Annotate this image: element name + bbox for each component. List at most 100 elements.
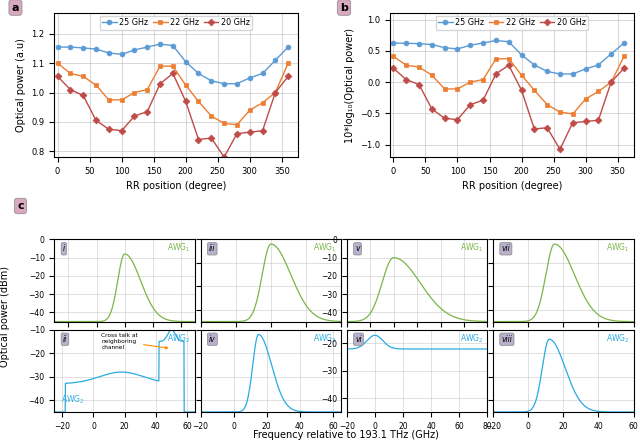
25 GHz — [156, 42, 164, 47]
25 GHz — [92, 47, 100, 52]
22 GHz — [428, 73, 436, 78]
22 GHz — [620, 54, 628, 59]
20 GHz — [454, 117, 461, 122]
25 GHz — [169, 43, 177, 48]
Line: 25 GHz: 25 GHz — [55, 42, 291, 86]
22 GHz — [246, 108, 253, 113]
25 GHz — [233, 81, 241, 86]
20 GHz — [233, 131, 241, 136]
22 GHz — [505, 56, 513, 61]
25 GHz — [595, 62, 602, 67]
25 GHz — [131, 47, 138, 53]
22 GHz — [390, 54, 397, 59]
25 GHz — [105, 50, 113, 55]
25 GHz — [403, 41, 410, 46]
Text: b: b — [340, 3, 348, 12]
Text: AWG$_1$: AWG$_1$ — [605, 242, 629, 254]
25 GHz — [67, 44, 74, 50]
22 GHz — [271, 90, 279, 95]
20 GHz — [246, 129, 253, 135]
20 GHz — [182, 99, 189, 104]
Text: a: a — [12, 3, 19, 12]
25 GHz — [543, 69, 551, 74]
22 GHz — [92, 82, 100, 88]
Legend: 25 GHz, 22 GHz, 20 GHz: 25 GHz, 22 GHz, 20 GHz — [100, 16, 252, 30]
20 GHz — [67, 87, 74, 92]
20 GHz — [620, 66, 628, 71]
22 GHz — [492, 56, 500, 62]
22 GHz — [131, 90, 138, 95]
Y-axis label: Optical power (a.u): Optical power (a.u) — [16, 38, 26, 132]
22 GHz — [54, 61, 61, 66]
25 GHz — [569, 71, 577, 77]
25 GHz — [284, 44, 292, 50]
Text: AWG$_1$: AWG$_1$ — [167, 242, 191, 254]
Text: viii: viii — [502, 335, 513, 344]
20 GHz — [492, 71, 500, 77]
22 GHz — [259, 100, 266, 105]
20 GHz — [403, 77, 410, 82]
20 GHz — [195, 137, 202, 142]
22 GHz — [441, 86, 449, 92]
22 GHz — [415, 64, 423, 70]
25 GHz — [505, 39, 513, 44]
22 GHz — [454, 86, 461, 92]
25 GHz — [259, 71, 266, 76]
25 GHz — [246, 75, 253, 81]
Legend: 25 GHz, 22 GHz, 20 GHz: 25 GHz, 22 GHz, 20 GHz — [436, 16, 588, 30]
22 GHz — [79, 74, 87, 79]
20 GHz — [428, 106, 436, 112]
22 GHz — [467, 79, 474, 85]
22 GHz — [569, 111, 577, 117]
20 GHz — [131, 113, 138, 119]
Text: AWG$_1$: AWG$_1$ — [314, 242, 337, 254]
Text: AWG$_2$: AWG$_2$ — [460, 332, 483, 345]
25 GHz — [428, 42, 436, 47]
22 GHz — [595, 89, 602, 94]
20 GHz — [54, 74, 61, 79]
Text: AWG$_2$: AWG$_2$ — [61, 393, 85, 406]
X-axis label: RR position (degree): RR position (degree) — [461, 181, 562, 191]
20 GHz — [531, 126, 538, 132]
20 GHz — [390, 66, 397, 71]
20 GHz — [479, 97, 487, 103]
Text: c: c — [17, 201, 24, 211]
20 GHz — [415, 82, 423, 87]
Line: 20 GHz: 20 GHz — [55, 71, 291, 159]
20 GHz — [207, 136, 215, 141]
22 GHz — [233, 122, 241, 128]
25 GHz — [492, 38, 500, 43]
Text: AWG$_2$: AWG$_2$ — [167, 332, 191, 345]
22 GHz — [518, 73, 525, 78]
Text: vi: vi — [355, 335, 362, 344]
22 GHz — [479, 77, 487, 82]
22 GHz — [207, 113, 215, 119]
Text: AWG$_2$: AWG$_2$ — [605, 332, 629, 345]
20 GHz — [271, 90, 279, 95]
22 GHz — [169, 63, 177, 69]
20 GHz — [556, 147, 564, 152]
25 GHz — [118, 52, 125, 57]
25 GHz — [220, 81, 228, 86]
25 GHz — [531, 62, 538, 67]
Line: 25 GHz: 25 GHz — [391, 38, 627, 76]
25 GHz — [207, 78, 215, 83]
Text: Optical power (dBm): Optical power (dBm) — [0, 266, 10, 367]
20 GHz — [143, 109, 151, 114]
25 GHz — [79, 45, 87, 51]
20 GHz — [284, 74, 292, 79]
Text: v: v — [355, 245, 360, 253]
25 GHz — [390, 40, 397, 46]
20 GHz — [518, 88, 525, 93]
25 GHz — [441, 45, 449, 51]
22 GHz — [607, 79, 615, 85]
25 GHz — [479, 40, 487, 46]
22 GHz — [543, 102, 551, 107]
20 GHz — [105, 127, 113, 132]
25 GHz — [582, 66, 589, 72]
25 GHz — [271, 58, 279, 63]
25 GHz — [182, 59, 189, 64]
25 GHz — [607, 51, 615, 57]
Text: ii: ii — [63, 335, 67, 344]
22 GHz — [182, 82, 189, 88]
